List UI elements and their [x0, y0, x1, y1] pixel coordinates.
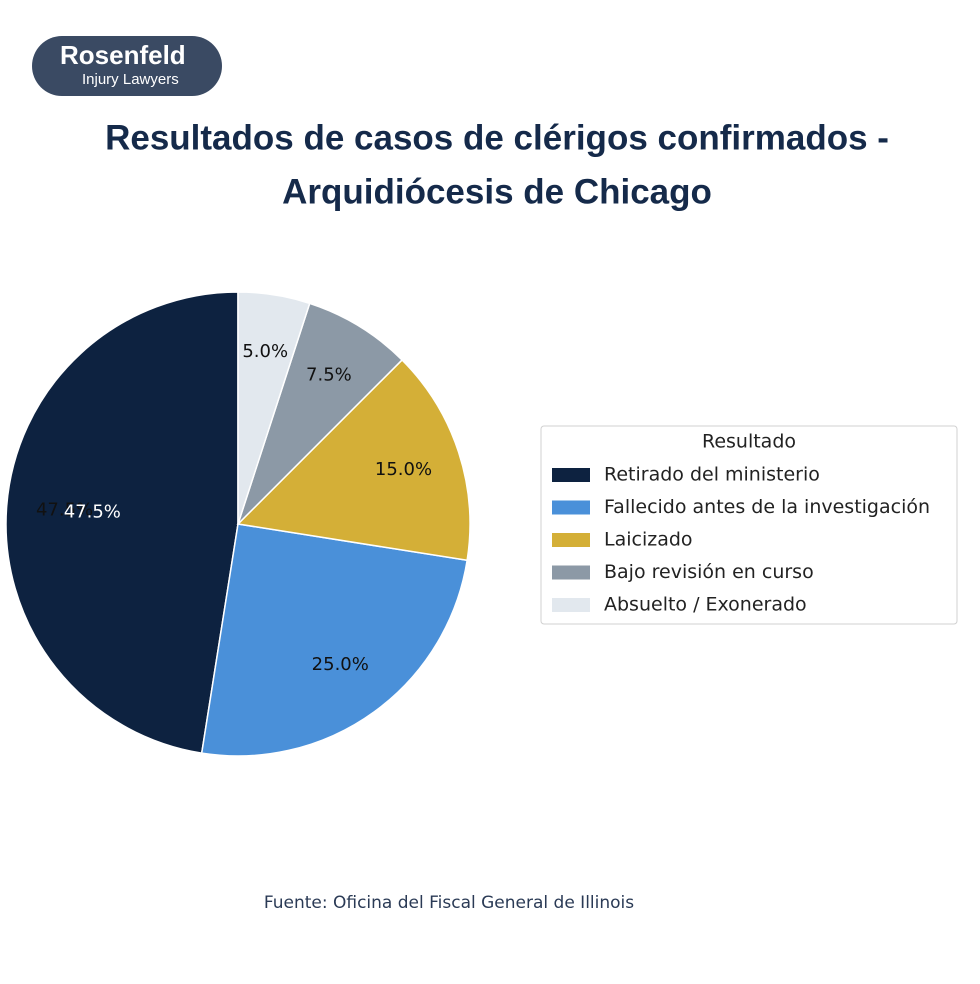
legend-swatch [552, 598, 590, 612]
logo-badge [32, 36, 222, 96]
chart-title: Resultados de casos de clérigos confirma… [105, 118, 889, 157]
legend-box [540, 425, 958, 625]
legend: Retirado del ministerio Fallecido antes d… [552, 464, 930, 616]
slice-label: 15.0% [375, 459, 432, 480]
legend-label: Fallecido antes de la investigación [604, 496, 930, 518]
slice-label: 5.0% [242, 341, 288, 362]
pie-slice [237, 291, 311, 525]
slice-label: 25.0% [312, 654, 369, 675]
legend-label: Retirado del ministerio [604, 464, 820, 486]
legend-swatch [552, 565, 590, 580]
slice-label: 7.5% [306, 365, 352, 386]
legend-swatch [552, 468, 590, 482]
source: Fuente: Oficina del Fiscal General de Il… [264, 893, 634, 913]
logo-name: Rosenfeld [60, 40, 186, 70]
legend-label: Bajo revisión en curso [604, 561, 814, 583]
legend-swatch [552, 500, 590, 515]
pie-slice [237, 302, 404, 525]
slice-label: 47.5% [36, 499, 93, 520]
legend-swatch [552, 533, 590, 547]
chart-subtitle: Arquidiócesis de Chicago [282, 172, 712, 211]
pie-slice [236, 358, 471, 562]
legend-label: Absuelto / Exonerado [604, 594, 807, 616]
pie-slice [200, 523, 469, 757]
legend-label: Laicizado [604, 529, 693, 551]
legend-title: Resultado [702, 431, 796, 453]
pie: 47.5%47.5% 25.0% 15.0% 7.5% 5.0% [5, 291, 471, 757]
logo-tagline: Injury Lawyers [82, 71, 179, 88]
pie-slice [5, 291, 239, 755]
slice-label: 47.5% [64, 502, 121, 523]
